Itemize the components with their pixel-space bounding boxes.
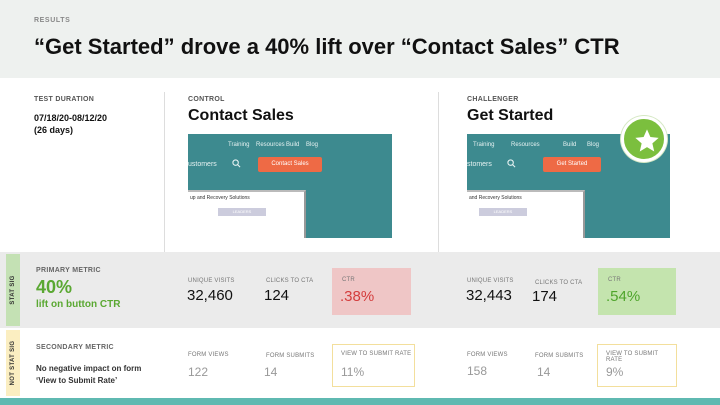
stat-sig-label: STAT SIG xyxy=(10,275,16,305)
control-sub-text: ustomers xyxy=(188,161,217,168)
winner-badge xyxy=(621,116,667,162)
primary-metric-value: 40% xyxy=(36,277,73,297)
challenger-cta-button: Get Started xyxy=(543,157,601,172)
control-name: Contact Sales xyxy=(188,107,294,124)
nav-item: Build xyxy=(286,142,300,148)
control-rate-value: 11% xyxy=(341,365,365,379)
control-label: CONTROL xyxy=(188,96,225,103)
challenger-panel: and Recovery Solutions LEADERS xyxy=(467,190,585,238)
nav-item: Resources xyxy=(511,142,540,148)
nav-item: Blog xyxy=(587,142,600,148)
bottom-accent-bar xyxy=(0,398,720,405)
challenger-ctr-box: CTR .54% xyxy=(598,268,676,315)
challenger-rate-box: VIEW TO SUBMIT RATE 9% xyxy=(597,344,677,387)
challenger-name: Get Started xyxy=(467,107,554,124)
control-variant: CONTROL Contact Sales xyxy=(188,96,294,125)
secondary-metric-label: SECONDARY METRIC xyxy=(36,344,114,351)
challenger-panel-text: and Recovery Solutions xyxy=(469,195,522,201)
page-title: “Get Started” drove a 40% lift over “Con… xyxy=(34,34,620,59)
test-duration-label: TEST DURATION xyxy=(34,96,95,103)
control-ctr-value: .38% xyxy=(340,288,375,305)
challenger-rate-value: 9% xyxy=(606,365,624,379)
challenger-unique-visits-label: UNIQUE VISITS xyxy=(467,278,514,284)
control-screenshot: Training Resources Build Blog ustomers C… xyxy=(188,134,392,238)
control-panel-button: LEADERS xyxy=(218,208,266,216)
challenger-rate-label: VIEW TO SUBMIT RATE xyxy=(606,351,659,363)
not-stat-sig-label: NOT STAT SIG xyxy=(10,340,16,386)
challenger-screenshot: Training Resources Build Blog stomers Ge… xyxy=(467,134,670,238)
challenger-variant: CHALLENGER Get Started xyxy=(467,96,553,125)
stat-sig-tab: STAT SIG xyxy=(6,254,20,326)
challenger-sub-text: stomers xyxy=(467,161,492,168)
challenger-clicks-value: 174 xyxy=(532,288,558,305)
star-icon xyxy=(635,129,659,152)
control-form-submits-label: FORM SUBMITS xyxy=(266,353,315,359)
divider-mid xyxy=(438,92,439,252)
control-clicks-value: 124 xyxy=(264,287,290,304)
secondary-description-line1: No negative impact on form xyxy=(36,364,142,373)
eyebrow-label: RESULTS xyxy=(34,17,71,24)
challenger-form-submits-value: 14 xyxy=(537,365,551,379)
control-unique-visits-value: 32,460 xyxy=(187,287,233,304)
challenger-form-views-label: FORM VIEWS xyxy=(467,352,508,358)
primary-metric-description: lift on button CTR xyxy=(36,299,121,310)
challenger-ctr-label: CTR xyxy=(608,277,621,283)
primary-metric-label: PRIMARY METRIC xyxy=(36,267,101,274)
search-icon xyxy=(507,159,516,168)
control-form-views-label: FORM VIEWS xyxy=(188,352,229,358)
challenger-clicks-label: CLICKS TO CTA xyxy=(535,280,583,286)
control-cta-button: Contact Sales xyxy=(258,157,322,172)
nav-item: Build xyxy=(563,142,577,148)
nav-item: Training xyxy=(228,142,250,148)
control-rate-label: VIEW TO SUBMIT RATE xyxy=(341,351,412,357)
challenger-unique-visits-value: 32,443 xyxy=(466,287,512,304)
control-ctr-label: CTR xyxy=(342,277,355,283)
control-ctr-box: CTR .38% xyxy=(332,268,411,315)
control-form-views-value: 122 xyxy=(188,365,209,379)
challenger-form-views-value: 158 xyxy=(467,364,488,378)
not-stat-sig-tab: NOT STAT SIG xyxy=(6,330,20,396)
challenger-form-submits-label: FORM SUBMITS xyxy=(535,353,584,359)
control-panel-text: up and Recovery Solutions xyxy=(190,195,250,201)
secondary-metric-description: No negative impact on form ‘View to Subm… xyxy=(36,363,166,387)
challenger-label: CHALLENGER xyxy=(467,96,519,103)
nav-item: Resources xyxy=(256,142,285,148)
test-duration-days: (26 days) xyxy=(34,125,74,135)
control-panel: up and Recovery Solutions LEADERS xyxy=(188,190,306,238)
control-clicks-label: CLICKS TO CTA xyxy=(266,278,314,284)
challenger-panel-button: LEADERS xyxy=(479,208,527,216)
divider-left xyxy=(164,92,165,252)
secondary-description-line2: ‘View to Submit Rate’ xyxy=(36,376,118,385)
results-header: RESULTS “Get Started” drove a 40% lift o… xyxy=(0,0,720,78)
test-duration-dates: 07/18/20-08/12/20 xyxy=(34,113,108,123)
search-icon xyxy=(232,159,241,168)
challenger-ctr-value: .54% xyxy=(606,288,641,305)
control-unique-visits-label: UNIQUE VISITS xyxy=(188,278,235,284)
nav-item: Blog xyxy=(306,142,319,148)
control-rate-box: VIEW TO SUBMIT RATE 11% xyxy=(332,344,415,387)
control-form-submits-value: 14 xyxy=(264,365,278,379)
nav-item: Training xyxy=(473,142,495,148)
test-duration: TEST DURATION 07/18/20-08/12/20 (26 days… xyxy=(34,96,154,136)
